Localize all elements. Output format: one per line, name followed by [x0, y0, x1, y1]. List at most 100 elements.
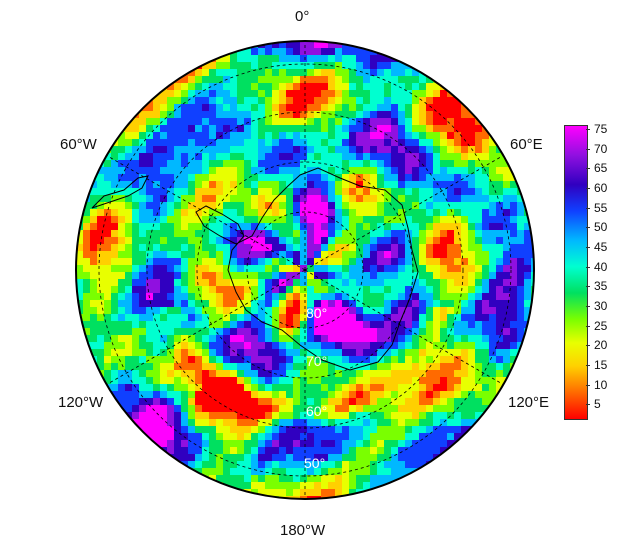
data-cell: [153, 237, 161, 245]
data-cell: [132, 293, 140, 301]
data-cell: [167, 433, 175, 441]
data-cell: [237, 384, 245, 392]
data-cell: [384, 153, 392, 161]
data-cell: [335, 76, 343, 84]
data-cell: [104, 223, 112, 231]
data-cell: [412, 244, 420, 252]
data-cell: [342, 251, 350, 259]
data-cell: [188, 377, 196, 385]
data-cell: [286, 97, 294, 105]
data-cell: [377, 244, 385, 252]
data-cell: [363, 426, 371, 434]
data-cell: [293, 237, 301, 245]
data-cell: [468, 209, 476, 217]
data-cell: [328, 174, 336, 182]
data-cell: [118, 230, 126, 238]
data-cell: [272, 363, 280, 371]
data-cell: [461, 209, 469, 217]
data-cell: [125, 265, 133, 273]
data-cell: [251, 230, 259, 238]
data-cell: [181, 468, 189, 476]
data-cell: [202, 454, 210, 462]
data-cell: [447, 97, 455, 105]
data-cell: [97, 279, 105, 287]
data-cell: [363, 307, 371, 315]
data-cell: [391, 314, 399, 322]
data-cell: [461, 146, 469, 154]
data-cell: [363, 188, 371, 196]
data-cell: [83, 293, 91, 301]
data-cell: [230, 230, 238, 238]
data-cell: [188, 118, 196, 126]
data-cell: [286, 90, 294, 98]
data-cell: [188, 76, 196, 84]
data-cell: [202, 356, 210, 364]
data-cell: [300, 300, 308, 308]
data-cell: [468, 265, 476, 273]
data-cell: [216, 377, 224, 385]
data-cell: [244, 286, 252, 294]
data-cell: [237, 174, 245, 182]
data-cell: [510, 377, 518, 385]
data-cell: [97, 223, 105, 231]
data-cell: [265, 293, 273, 301]
data-cell: [489, 286, 497, 294]
data-cell: [181, 76, 189, 84]
data-cell: [174, 398, 182, 406]
data-cell: [286, 237, 294, 245]
data-cell: [251, 447, 259, 455]
data-cell: [405, 363, 413, 371]
data-cell: [531, 321, 534, 329]
data-cell: [209, 230, 217, 238]
data-cell: [342, 244, 350, 252]
data-cell: [496, 244, 504, 252]
data-cell: [468, 377, 476, 385]
data-cell: [195, 132, 203, 140]
colorbar-tick-mark: [586, 384, 590, 386]
data-cell: [139, 426, 147, 434]
data-cell: [216, 251, 224, 259]
data-cell: [195, 349, 203, 357]
data-cell: [251, 405, 259, 413]
data-cell: [461, 342, 469, 350]
data-cell: [160, 223, 168, 231]
data-cell: [293, 307, 301, 315]
data-cell: [307, 237, 315, 245]
data-cell: [265, 76, 273, 84]
data-cell: [356, 300, 364, 308]
data-cell: [125, 174, 133, 182]
data-cell: [384, 377, 392, 385]
data-cell: [321, 440, 329, 448]
data-cell: [314, 230, 322, 238]
data-cell: [230, 104, 238, 112]
data-cell: [160, 293, 168, 301]
data-cell: [188, 279, 196, 287]
data-cell: [412, 272, 420, 280]
data-cell: [461, 279, 469, 287]
data-cell: [97, 356, 105, 364]
data-cell: [314, 41, 322, 49]
data-cell: [314, 377, 322, 385]
data-cell: [356, 251, 364, 259]
data-cell: [223, 293, 231, 301]
data-cell: [307, 104, 315, 112]
data-cell: [461, 188, 469, 196]
data-cell: [391, 202, 399, 210]
data-cell: [377, 307, 385, 315]
data-cell: [230, 90, 238, 98]
data-cell: [272, 447, 280, 455]
data-cell: [230, 83, 238, 91]
data-cell: [370, 377, 378, 385]
data-cell: [426, 132, 434, 140]
data-cell: [321, 146, 329, 154]
data-cell: [90, 258, 98, 266]
data-cell: [174, 230, 182, 238]
data-cell: [223, 202, 231, 210]
data-cell: [454, 342, 462, 350]
data-cell: [90, 279, 98, 287]
data-cell: [188, 111, 196, 119]
data-cell: [209, 356, 217, 364]
data-cell: [496, 223, 504, 231]
data-cell: [300, 167, 308, 175]
data-cell: [370, 258, 378, 266]
